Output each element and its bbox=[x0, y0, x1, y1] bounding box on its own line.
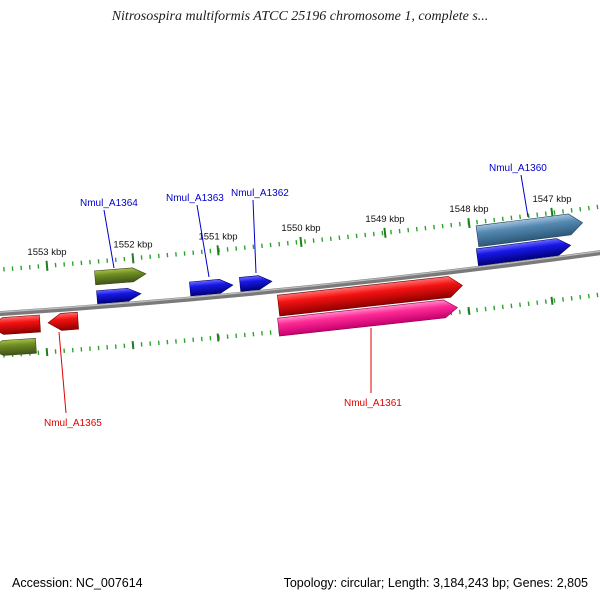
ruler-tick-label: 1551 kbp bbox=[198, 231, 237, 242]
major-tick-mark bbox=[383, 227, 387, 238]
minor-tick-mark bbox=[570, 296, 573, 301]
ruler-tick-label: 1553 kbp bbox=[27, 247, 66, 258]
label-leader-line bbox=[520, 174, 529, 218]
minor-tick-mark bbox=[501, 304, 504, 310]
minor-tick-mark bbox=[433, 224, 435, 230]
minor-tick-mark bbox=[544, 299, 547, 304]
minor-tick-mark bbox=[450, 222, 453, 228]
minor-tick-mark bbox=[424, 225, 427, 231]
label-leader-line bbox=[103, 209, 115, 269]
minor-tick-mark bbox=[536, 300, 539, 305]
genome-backbone-highlight bbox=[0, 250, 600, 313]
minor-tick-mark bbox=[493, 217, 496, 223]
gene-feature[interactable] bbox=[0, 337, 37, 356]
minor-tick-mark bbox=[562, 209, 565, 214]
minor-tick-mark bbox=[587, 293, 590, 299]
gene-labels: Nmul_A1364 Nmul_A1363 Nmul_A1362 Nmul_A1360… bbox=[44, 163, 547, 429]
minor-tick-mark bbox=[415, 226, 418, 232]
minor-tick-mark bbox=[501, 216, 504, 222]
minor-tick-mark bbox=[476, 219, 478, 225]
minor-tick-mark bbox=[553, 210, 556, 215]
major-tick-mark bbox=[131, 253, 135, 264]
label-leader-line bbox=[196, 204, 210, 278]
minor-tick-mark bbox=[544, 211, 547, 216]
accession-text: Accession: NC_007614 bbox=[12, 576, 143, 590]
ruler-tick-label: 1548 kbp bbox=[449, 204, 488, 215]
gene-feature-Nmul_A1363[interactable] bbox=[189, 278, 234, 297]
topology-text: Topology: circular; Length: 3,184,243 bp… bbox=[283, 576, 588, 590]
gene-feature-Nmul_A1361[interactable] bbox=[277, 275, 463, 317]
major-tick-mark bbox=[45, 348, 49, 357]
minor-tick-mark bbox=[519, 214, 521, 220]
gene-feature-Nmul_A1364[interactable] bbox=[94, 267, 147, 286]
minor-tick-mark bbox=[579, 294, 582, 300]
minor-tick-mark bbox=[579, 206, 582, 212]
status-bar: Accession: NC_007614 Topology: circular;… bbox=[0, 576, 600, 590]
minor-tick-mark bbox=[587, 205, 590, 211]
gene-label-Nmul_A1362[interactable]: Nmul_A1362 bbox=[231, 188, 289, 199]
gene-label-Nmul_A1363[interactable]: Nmul_A1363 bbox=[166, 193, 224, 204]
minor-tick-mark bbox=[562, 297, 565, 302]
major-tick-mark bbox=[45, 260, 49, 271]
gene-feature-Nmul_A1362[interactable] bbox=[239, 274, 273, 292]
minor-tick-mark bbox=[510, 303, 513, 309]
minor-tick-mark bbox=[570, 208, 573, 213]
minor-tick-mark bbox=[527, 301, 530, 307]
minor-tick-mark bbox=[484, 306, 487, 312]
minor-tick-mark bbox=[458, 309, 461, 315]
ruler-tick-label: 1552 kbp bbox=[113, 239, 152, 250]
minor-tick-mark bbox=[596, 292, 599, 298]
gene-feature[interactable] bbox=[475, 237, 572, 267]
minor-tick-mark bbox=[493, 305, 496, 311]
minor-tick-mark bbox=[441, 223, 444, 229]
gene-label-Nmul_A1361[interactable]: Nmul_A1361 bbox=[344, 398, 402, 409]
major-tick-mark bbox=[467, 217, 471, 229]
gene-label-Nmul_A1364[interactable]: Nmul_A1364 bbox=[80, 198, 138, 209]
gene-feature-Nmul_A1360[interactable] bbox=[475, 212, 584, 248]
minor-tick-mark bbox=[527, 213, 530, 219]
label-leader-line bbox=[58, 331, 67, 414]
label-leader-line bbox=[252, 199, 257, 274]
gene-label-Nmul_A1365[interactable]: Nmul_A1365 bbox=[44, 418, 102, 429]
gene-label-Nmul_A1360[interactable]: Nmul_A1360 bbox=[489, 163, 547, 174]
gene-features bbox=[0, 212, 584, 356]
major-tick-mark bbox=[299, 236, 303, 247]
gene-feature[interactable] bbox=[277, 299, 459, 337]
minor-tick-mark bbox=[553, 298, 556, 303]
gene-feature-Nmul_A1365[interactable] bbox=[47, 311, 79, 331]
gene-feature[interactable] bbox=[0, 314, 41, 335]
ruler-labels: 1553 kbp 1552 kbp 1551 kbp 1550 kbp 1549 kbp… bbox=[27, 194, 571, 258]
minor-tick-mark bbox=[519, 302, 521, 308]
minor-tick-mark bbox=[458, 221, 461, 227]
sequence-title: Nitrosospira multiformis ATCC 25196 chro… bbox=[111, 9, 489, 24]
genome-backbone-group bbox=[0, 250, 600, 317]
minor-tick-mark bbox=[536, 212, 539, 217]
minor-tick-mark bbox=[596, 204, 599, 210]
ruler-tick-label: 1550 kbp bbox=[281, 223, 320, 234]
genome-backbone bbox=[0, 250, 600, 317]
minor-tick-mark bbox=[476, 307, 478, 313]
major-tick-mark bbox=[216, 245, 220, 256]
major-tick-mark bbox=[131, 341, 135, 350]
major-tick-mark bbox=[216, 333, 220, 342]
major-tick-mark bbox=[467, 306, 471, 316]
minor-tick-mark bbox=[510, 215, 513, 221]
major-tick-mark bbox=[550, 296, 554, 305]
ruler-tick-label: 1549 kbp bbox=[365, 214, 404, 225]
minor-tick-mark bbox=[484, 218, 487, 224]
ruler-tick-label: 1547 kbp bbox=[532, 194, 571, 205]
gene-feature[interactable] bbox=[96, 287, 142, 305]
